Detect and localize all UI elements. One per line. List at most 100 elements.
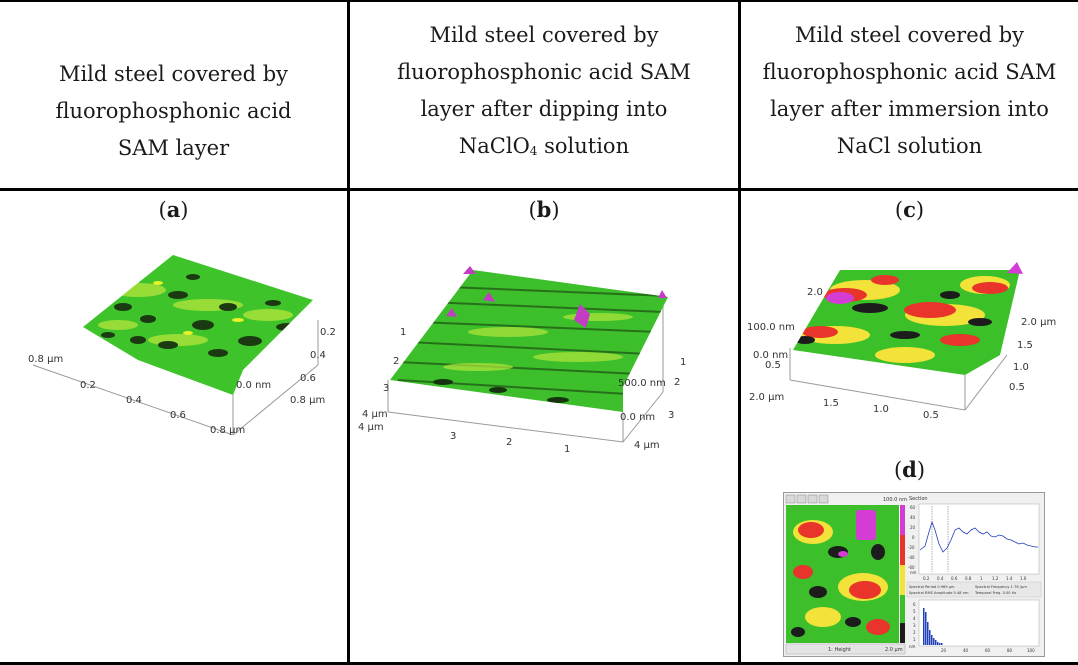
column-divider-2	[738, 0, 741, 665]
d-y-unit: nm	[910, 570, 917, 575]
top-rule	[0, 0, 1078, 2]
a-left-tick: 0.8 µm	[28, 354, 63, 365]
a-bottom-tick-1: 0.2	[80, 380, 96, 391]
d-hist-x-2: 40	[963, 648, 969, 653]
c-z-tick-1: 100.0 nm	[747, 322, 795, 333]
c-right-tick-1: 2.0 µm	[1021, 317, 1056, 328]
d-scale-top: 100.0 nm	[883, 497, 907, 503]
d-y-tick-5: -20	[908, 545, 915, 550]
d-hist-x-1: 20	[941, 648, 947, 653]
b-bottom-tick-4: 1	[564, 444, 570, 455]
a-right-tick-1: 0.2	[320, 327, 336, 338]
header-2-solution: solution	[537, 134, 630, 158]
afm-surface-c: 100.0 nm 0.0 nm 2.0 0.5 2.0 µm 1.5 1.0 0…	[747, 262, 1056, 421]
section-analysis: 100.0 nm 1: Height 2.0 µm Section 60 40 …	[785, 494, 1042, 655]
header-2-naclo: NaClO	[458, 134, 530, 158]
header-2-line-2: fluorophosphonic acid SAM	[397, 60, 691, 84]
b-bottom-tick-1: 4 µm	[358, 422, 384, 433]
zoom-in-icon[interactable]	[796, 494, 807, 504]
header-2-subscript: 4	[529, 144, 538, 158]
d-hist-y-2: 5	[913, 609, 916, 614]
pan-icon[interactable]	[807, 494, 818, 504]
d-info-4: Temporal Freq. 0.00 Hz	[974, 591, 1016, 595]
section-profile	[919, 520, 1038, 553]
b-right-tick-1: 1	[680, 357, 686, 368]
c-left-tick-1: 2.0	[807, 287, 823, 298]
b-right-tick-4: 4 µm	[634, 440, 660, 451]
reset-icon[interactable]	[818, 494, 829, 504]
header-3-line-4: NaCl solution	[836, 134, 983, 158]
a-z-tick: 0.0 nm	[236, 380, 271, 391]
header-2-line-3: layer after dipping into	[420, 97, 668, 121]
a-right-tick-4: 0.8 µm	[290, 395, 325, 406]
header-2-line-1: Mild steel covered by	[429, 23, 659, 47]
header-1-line-2: fluorophosphonic acid	[55, 99, 292, 123]
c-z-tick-2: 0.0 nm	[753, 350, 788, 361]
zoom-out-icon[interactable]	[785, 494, 796, 504]
header-1-line-1: Mild steel covered by	[58, 62, 289, 86]
header-3-line-1: Mild steel covered by	[794, 23, 1025, 47]
header-3-line-2: fluorophosphonic acid SAM	[762, 60, 1057, 84]
c-bottom-tick-4: 0.5	[923, 410, 939, 421]
panel-label-b: (b)	[528, 197, 560, 222]
header-cell-1: Mild steel covered by fluorophosphonic a…	[0, 56, 347, 167]
d-info-2: Spectral Frequency 1.76 /µm	[975, 585, 1027, 589]
d-info-3: Spectral RMS Amplitude 5.48 nm	[909, 591, 969, 595]
b-z-tick-1: 500.0 nm	[618, 378, 666, 389]
colorbar-low	[900, 565, 905, 595]
d-x-tick-2: 0.4	[937, 576, 944, 581]
header-cell-2: Mild steel covered by fluorophosphonic a…	[350, 17, 738, 170]
d-y-tick-3: 20	[910, 525, 916, 530]
d-hist-y-label: nm	[909, 644, 916, 649]
b-z-tick-2: 0.0 nm	[620, 412, 655, 423]
d-y-tick-2: 40	[910, 515, 916, 520]
header-2-line-4: NaClO4 solution	[350, 128, 738, 170]
colorbar-mid	[900, 535, 905, 565]
panel-label-c: (c)	[894, 197, 925, 222]
d-footer-right: 2.0 µm	[885, 647, 903, 653]
b-right-tick-2: 2	[674, 377, 680, 388]
d-hist-x-4: 80	[1007, 648, 1013, 653]
d-x-tick-1: 0.2	[923, 576, 930, 581]
b-left-tick-2: 2	[393, 356, 399, 367]
b-left-tick-3: 3	[383, 383, 389, 394]
d-info-1: Spectral Period 0.969 µm	[909, 585, 955, 589]
c-right-tick-2: 1.5	[1017, 340, 1033, 351]
d-hist-y-4: 3	[913, 623, 916, 628]
panel-label-d: (d)	[893, 457, 926, 482]
colorbar-top	[900, 505, 905, 535]
c-right-tick-4: 0.5	[1009, 382, 1025, 393]
d-x-tick-8: 1.6	[1020, 576, 1027, 581]
colorbar-bottom	[900, 623, 905, 643]
d-x-tick-7: 1.4	[1006, 576, 1013, 581]
header-rule	[0, 188, 1078, 191]
c-right-tick-3: 1.0	[1013, 362, 1029, 373]
d-footer-left: 1: Height	[828, 647, 851, 653]
bottom-rule	[0, 662, 1078, 665]
a-bottom-tick-4: 0.8 µm	[210, 425, 245, 435]
d-x-tick-5: 1	[980, 576, 983, 581]
column-divider-1	[347, 0, 350, 665]
a-bottom-tick-3: 0.6	[170, 410, 186, 421]
d-x-tick-4: 0.8	[965, 576, 972, 581]
a-right-tick-3: 0.6	[300, 373, 316, 384]
d-y-tick-6: -40	[908, 555, 915, 560]
a-right-tick-2: 0.4	[310, 350, 326, 361]
d-x-tick-6: 1.2	[992, 576, 999, 581]
c-left-tick-2: 0.5	[765, 360, 781, 371]
header-1-line-3: SAM layer	[117, 136, 230, 160]
d-y-tick-7: -60	[908, 565, 915, 570]
b-left-tick-4: 4 µm	[362, 409, 388, 420]
spectrum-bars	[923, 608, 943, 645]
d-y-tick-4: 0	[912, 535, 915, 540]
d-hist-y-5: 2	[913, 630, 916, 635]
d-hist-y-3: 4	[913, 616, 916, 621]
d-hist-x-5: 100	[1027, 648, 1035, 653]
afm-surface-b: 1 2 3 4 µm 4 µm 3 2 1 1 2 3 4 µm 500.0 n…	[358, 266, 686, 455]
b-right-tick-3: 3	[668, 410, 674, 421]
d-section-title: Section	[909, 496, 928, 502]
height-image	[786, 505, 899, 643]
afm-surface-a: 0.8 µm 0.2 0.4 0.6 0.8 µm 0.2 0.4 0.6 0.…	[28, 255, 336, 435]
d-y-tick-1: 60	[910, 505, 916, 510]
d-hist-y-6: 1	[913, 637, 916, 642]
